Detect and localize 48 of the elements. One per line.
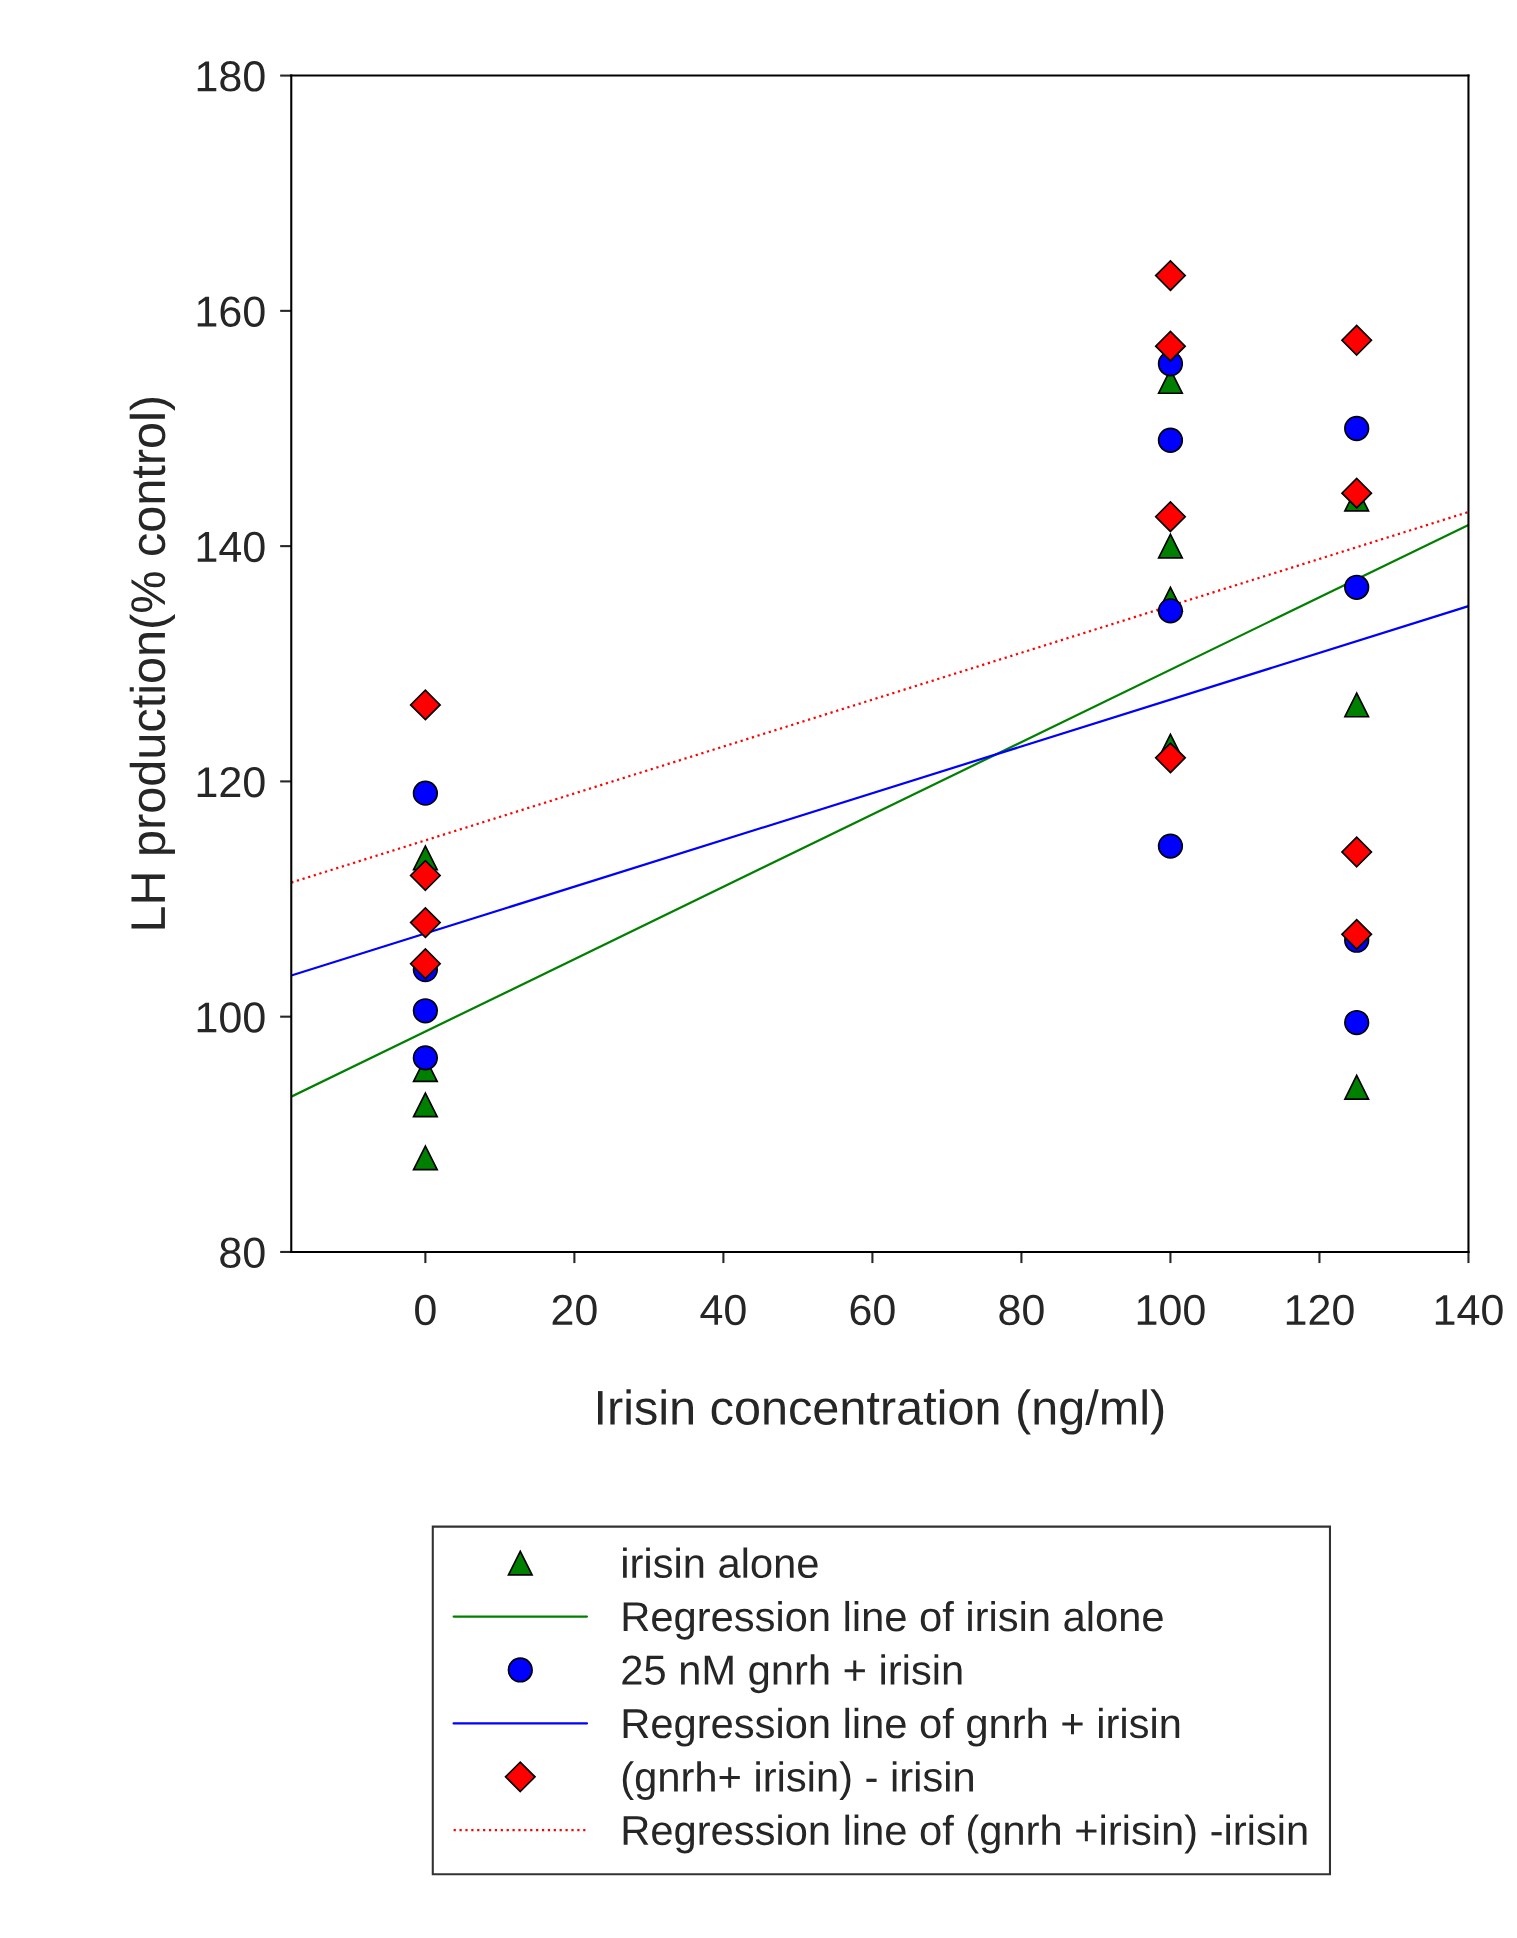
point: [1154, 501, 1186, 533]
point: [409, 859, 441, 892]
point: [1344, 1009, 1370, 1036]
y-tick-label: 120: [197, 766, 265, 798]
point: [1154, 742, 1186, 774]
point: [409, 906, 441, 939]
point: [1341, 324, 1373, 356]
y-tick-label: 100: [197, 1002, 265, 1033]
point: [1157, 427, 1184, 453]
x-tick-label: 20: [552, 1294, 597, 1326]
point: [412, 1092, 439, 1118]
point: [1154, 330, 1186, 362]
point: [1341, 477, 1373, 509]
y-tick-label: 140: [197, 531, 265, 563]
legend-label: (gnrh+ irisin) - irisin: [622, 1761, 973, 1801]
y-tick-label: 180: [197, 61, 265, 92]
point: [1154, 259, 1186, 292]
legend-label: Regression line of gnrh + irisin: [623, 1707, 1180, 1747]
point: [1341, 918, 1373, 950]
point: [1157, 598, 1184, 624]
x-tick-label: 120: [1286, 1294, 1354, 1326]
point: [409, 948, 441, 980]
x-tick-label: 100: [1137, 1294, 1205, 1326]
y-tick-label: 160: [197, 296, 265, 327]
point: [1157, 833, 1184, 859]
x-tick-label: 0: [415, 1294, 436, 1326]
y-tick-label: 80: [220, 1237, 265, 1268]
x-tick-label: 60: [850, 1294, 895, 1326]
point: [1344, 1074, 1370, 1100]
legend-label: irisin alone: [623, 1547, 818, 1579]
legend-label: Regression line of (gnrh +irisin) -irisin: [623, 1814, 1307, 1854]
point: [1341, 836, 1373, 868]
point: [1344, 574, 1370, 600]
legend-label: 25 nM gnrh + irisin: [622, 1654, 962, 1694]
legend-label: Regression line of irisin alone: [623, 1600, 1163, 1640]
x-tick-label: 40: [700, 1294, 746, 1326]
point: [409, 689, 441, 721]
point: [412, 998, 439, 1024]
point: [412, 1145, 439, 1171]
point: [1344, 692, 1370, 718]
point: [412, 780, 439, 806]
x-tick-label: 80: [999, 1294, 1044, 1326]
point: [1344, 415, 1370, 442]
x-tick-label: 140: [1435, 1294, 1503, 1326]
y-axis-title: LH production(% control): [129, 397, 175, 929]
x-axis-title: Irisin concentration (ng/ml): [598, 1389, 1164, 1435]
point: [412, 1045, 439, 1071]
point: [1157, 533, 1184, 559]
